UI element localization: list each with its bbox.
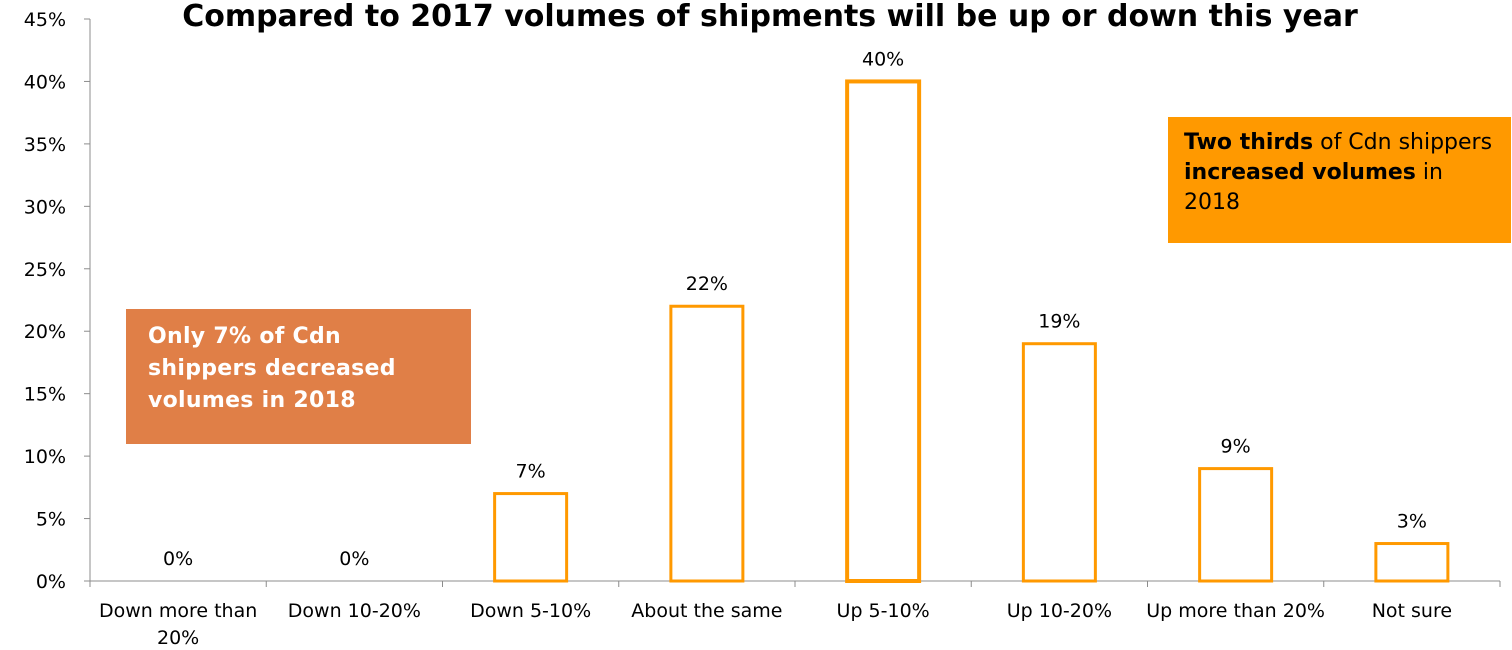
x-category-label: About the same <box>631 600 782 622</box>
x-category-label: Up more than 20% <box>1146 600 1325 622</box>
annotation-increased-bold-2: increased volumes <box>1184 160 1416 185</box>
x-axis: Down more than 20% Down 10-20% Down 5-10% Ab… <box>89 580 1501 649</box>
data-label: 9% <box>1221 436 1251 458</box>
y-tick-label: 10% <box>24 446 66 468</box>
x-category-label: Down 5-10% <box>470 600 591 622</box>
y-tick-label: 0% <box>36 571 66 593</box>
bar <box>845 79 922 583</box>
annotation-increased-bold-1: Two thirds <box>1184 130 1314 155</box>
annotation-increased-text-2: in 2018 <box>1184 160 1443 215</box>
bar <box>1198 467 1274 583</box>
data-label: 22% <box>686 273 728 295</box>
annotation-decreased-text: Only 7% of Cdn shippers decreased volume… <box>148 324 396 413</box>
y-tick-label: 35% <box>24 134 66 156</box>
y-tick-label: 5% <box>36 509 66 531</box>
chart-title: Compared to 2017 volumes of shipments wi… <box>182 0 1358 34</box>
data-label: 3% <box>1397 511 1427 533</box>
bar <box>1374 542 1450 583</box>
y-tick-label: 30% <box>24 196 66 218</box>
data-label: 0% <box>163 548 193 570</box>
data-label: 19% <box>1038 311 1080 333</box>
data-label: 7% <box>516 461 546 483</box>
data-label: 0% <box>339 548 369 570</box>
bar <box>669 304 745 583</box>
y-tick-label: 20% <box>24 321 66 343</box>
y-tick-label: 25% <box>24 259 66 281</box>
x-category-label: Up 5-10% <box>837 600 930 622</box>
x-category-label: Up 10-20% <box>1007 600 1112 622</box>
annotation-increased: Two thirds of Cdn shippers increased vol… <box>1168 117 1511 243</box>
annotation-increased-text-1: of Cdn shippers <box>1313 130 1493 155</box>
bar <box>493 492 569 583</box>
annotation-decreased: Only 7% of Cdn shippers decreased volume… <box>126 309 471 444</box>
y-axis: 0% 5% 10% 15% 20% 25% 30% 35% 40% 45% <box>24 9 91 593</box>
data-label: 40% <box>862 48 904 70</box>
x-category-label: Down more than 20% <box>99 600 257 649</box>
y-tick-label: 45% <box>24 9 66 31</box>
bar <box>1021 342 1097 583</box>
x-category-label: Not sure <box>1372 600 1452 622</box>
bars: 0% 0% 7% 22% 40% 19% 9% 3% <box>163 48 1450 583</box>
x-category-label: Down 10-20% <box>288 600 421 622</box>
y-tick-label: 15% <box>24 384 66 406</box>
y-tick-label: 40% <box>24 71 66 93</box>
